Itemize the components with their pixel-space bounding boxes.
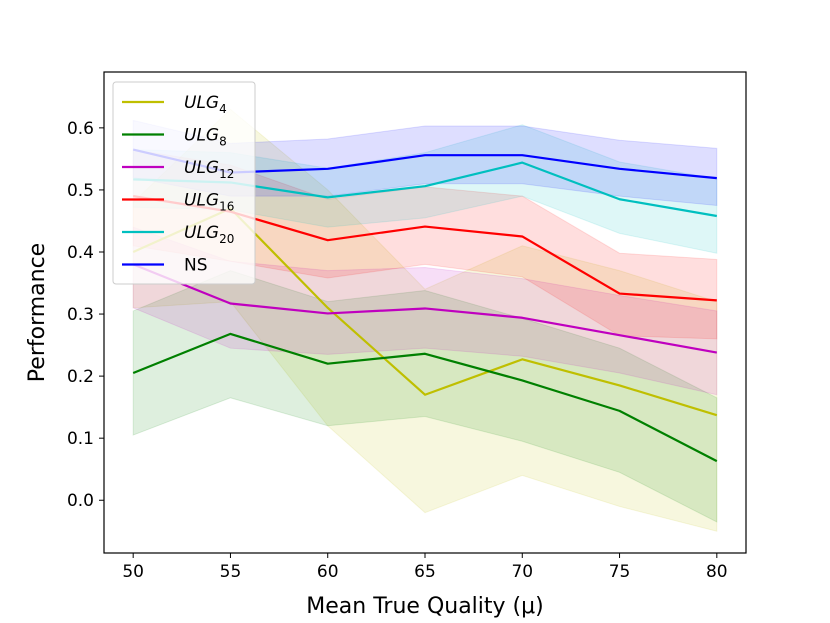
legend-entry: ULG16: [184, 191, 234, 214]
x-tick-label: 65: [414, 562, 436, 582]
y-axis-label: Performance: [25, 243, 50, 382]
x-axis-label: Mean True Quality (μ): [306, 594, 543, 619]
x-tick-label: 50: [122, 562, 144, 582]
y-tick-label: 0.5: [67, 181, 94, 201]
x-tick-label: 55: [220, 562, 242, 582]
band-2: [132, 226, 718, 396]
legend-entry: NS: [184, 256, 208, 276]
band-1: [132, 270, 718, 523]
legend-entry: ULG4: [184, 93, 227, 116]
band-4: [132, 124, 718, 254]
y-tick-label: 0.2: [67, 367, 94, 387]
x-axis-ticks: 50 55 60 65 70 75 80: [122, 553, 728, 582]
legend-entry: ULG20: [184, 223, 234, 246]
band-5: [132, 119, 718, 206]
legend-box: [112, 81, 256, 285]
x-tick-label: 80: [706, 562, 728, 582]
y-tick-label: 0.4: [67, 243, 94, 263]
legend: ULG4 ULG8 ULG12 ULG16 ULG20 NS: [112, 81, 256, 285]
x-tick-label: 75: [609, 562, 631, 582]
confidence-bands: [132, 108, 718, 532]
y-tick-label: 0.1: [67, 429, 94, 449]
x-tick-label: 60: [317, 562, 339, 582]
y-tick-label: 0.6: [67, 119, 94, 139]
series-line-1: [132, 332, 718, 463]
legend-entry: ULG12: [184, 158, 234, 181]
y-axis-ticks: 0.0 0.1 0.2 0.3 0.4 0.5 0.6: [67, 119, 104, 511]
y-tick-label: 0.3: [67, 305, 94, 325]
legend-entry: ULG8: [184, 126, 227, 149]
band-3: [132, 148, 718, 340]
y-tick-label: 0.0: [67, 491, 94, 511]
x-tick-label: 70: [511, 562, 533, 582]
series-line-2: [132, 263, 718, 354]
